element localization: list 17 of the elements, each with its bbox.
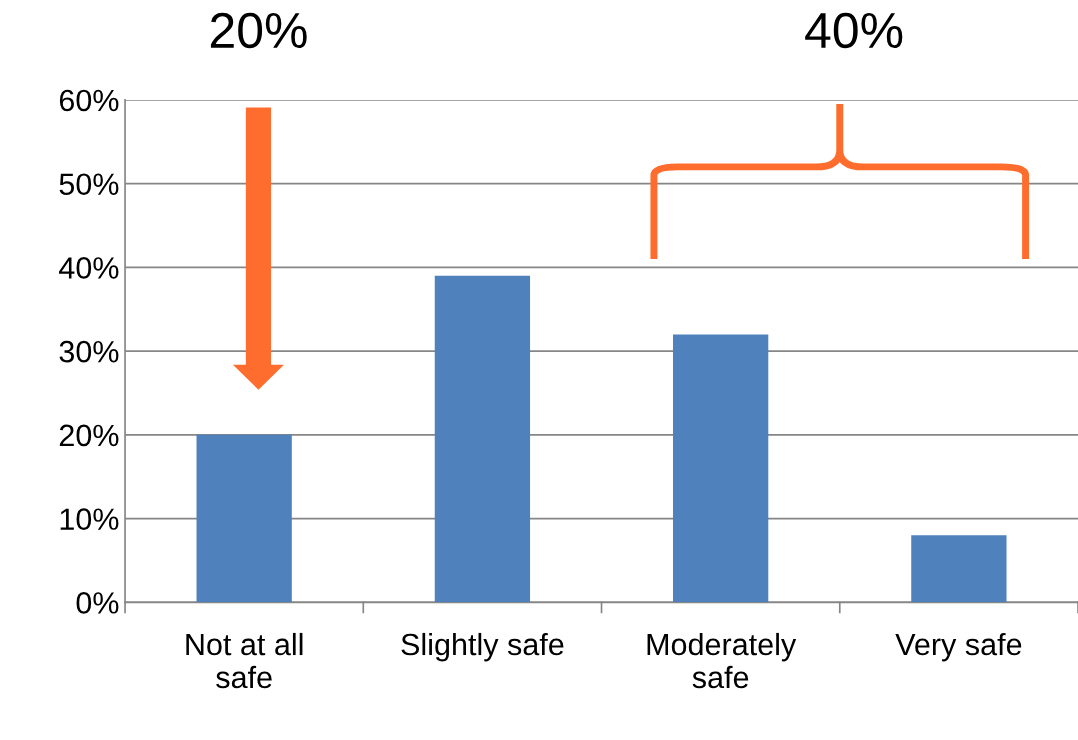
y-tick-label: 10%	[60, 508, 119, 530]
bar	[673, 334, 769, 603]
y-tick-label: 40%	[59, 257, 119, 279]
x-tick-label: Moderately safe	[647, 632, 797, 689]
x-tick-label: Not at all safe	[186, 632, 303, 689]
x-tick-label: Very safe	[895, 632, 1022, 662]
y-tick-label: 50%	[59, 173, 119, 196]
text: 40%	[805, 12, 903, 49]
y-tick-label: 0%	[76, 592, 119, 614]
y-tick-label: 60%	[59, 89, 119, 112]
bar	[911, 535, 1007, 603]
y-tick-label: 20%	[59, 424, 119, 447]
bar	[196, 434, 292, 603]
text: 20%	[210, 12, 307, 49]
bar	[434, 275, 531, 603]
x-tick-label: Slightly safe	[401, 632, 564, 662]
y-tick-label: 30%	[59, 340, 119, 363]
